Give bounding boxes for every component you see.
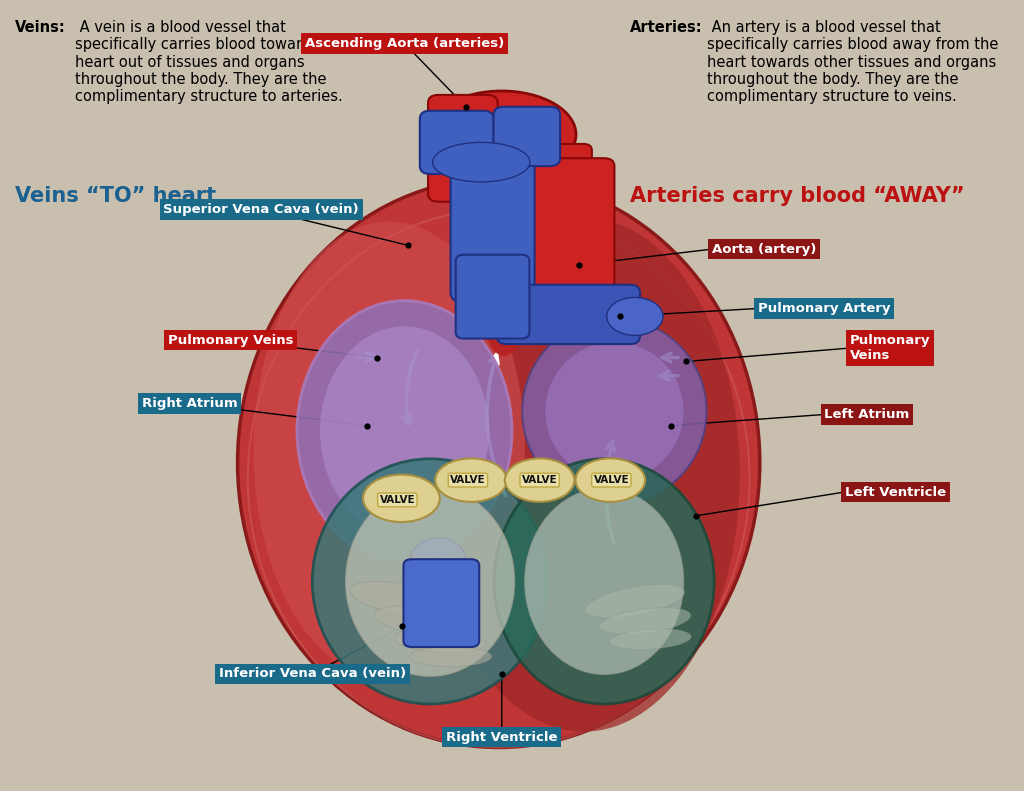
Ellipse shape (364, 475, 440, 522)
Ellipse shape (432, 142, 530, 182)
Ellipse shape (600, 607, 690, 634)
Text: An artery is a blood vessel that
specifically carries blood away from the
heart : An artery is a blood vessel that specifi… (707, 20, 998, 104)
Text: A vein is a blood vessel that
specifically carries blood towards the
heart out o: A vein is a blood vessel that specifical… (75, 20, 347, 104)
FancyBboxPatch shape (403, 559, 479, 647)
Text: Pulmonary Artery: Pulmonary Artery (758, 302, 890, 315)
Text: Aorta (artery): Aorta (artery) (712, 243, 816, 255)
Ellipse shape (375, 606, 475, 636)
Ellipse shape (505, 458, 574, 501)
Text: VALVE: VALVE (594, 475, 629, 485)
Text: Left Atrium: Left Atrium (824, 408, 909, 421)
Text: Veins:: Veins: (15, 20, 67, 35)
Ellipse shape (609, 629, 691, 649)
Ellipse shape (319, 326, 489, 536)
FancyBboxPatch shape (456, 255, 529, 339)
Ellipse shape (428, 218, 739, 732)
FancyBboxPatch shape (428, 95, 498, 202)
Ellipse shape (585, 585, 685, 618)
Ellipse shape (312, 459, 548, 704)
Ellipse shape (435, 458, 507, 501)
Text: VALVE: VALVE (451, 475, 485, 485)
Ellipse shape (494, 459, 715, 704)
Ellipse shape (522, 318, 707, 505)
FancyBboxPatch shape (451, 125, 535, 302)
Text: Left Ventricle: Left Ventricle (845, 486, 946, 498)
Text: Arteries:: Arteries: (630, 20, 702, 35)
Text: Inferior Vena Cava (vein): Inferior Vena Cava (vein) (219, 668, 406, 680)
Ellipse shape (428, 91, 575, 178)
Ellipse shape (543, 302, 604, 339)
FancyBboxPatch shape (532, 158, 614, 332)
Ellipse shape (524, 488, 684, 674)
Ellipse shape (575, 458, 645, 501)
Text: Pulmonary Veins: Pulmonary Veins (168, 334, 293, 346)
Ellipse shape (297, 301, 512, 562)
FancyBboxPatch shape (420, 111, 494, 174)
Ellipse shape (410, 647, 492, 666)
FancyBboxPatch shape (514, 144, 592, 188)
Ellipse shape (410, 538, 467, 585)
FancyBboxPatch shape (494, 107, 560, 166)
Text: Superior Vena Cava (vein): Superior Vena Cava (vein) (163, 203, 359, 216)
Text: Right Atrium: Right Atrium (141, 397, 238, 410)
Text: Arteries carry blood “AWAY”: Arteries carry blood “AWAY” (630, 186, 965, 206)
Text: Ascending Aorta (arteries): Ascending Aorta (arteries) (305, 37, 504, 50)
Text: Veins “TO” heart: Veins “TO” heart (15, 186, 216, 206)
Text: Pulmonary
Veins: Pulmonary Veins (850, 334, 931, 362)
Text: VALVE: VALVE (522, 475, 557, 485)
FancyBboxPatch shape (497, 285, 640, 344)
Ellipse shape (350, 581, 469, 621)
Text: VALVE: VALVE (380, 495, 415, 505)
Ellipse shape (345, 486, 514, 676)
Ellipse shape (606, 297, 664, 335)
Ellipse shape (254, 221, 524, 680)
Ellipse shape (478, 214, 529, 356)
Ellipse shape (545, 342, 684, 480)
Text: Right Ventricle: Right Ventricle (446, 731, 557, 744)
Ellipse shape (394, 629, 486, 653)
Ellipse shape (238, 178, 760, 747)
